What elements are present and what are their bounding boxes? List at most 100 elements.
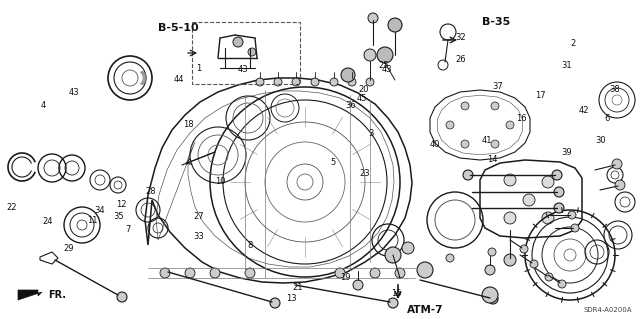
- Text: 8: 8: [247, 241, 252, 250]
- Circle shape: [341, 68, 355, 82]
- Circle shape: [488, 248, 496, 256]
- Circle shape: [366, 78, 374, 86]
- Text: 36: 36: [346, 101, 356, 110]
- Circle shape: [461, 140, 469, 148]
- Circle shape: [210, 268, 220, 278]
- Circle shape: [335, 268, 345, 278]
- Circle shape: [402, 242, 414, 254]
- Text: 14: 14: [488, 155, 498, 164]
- Text: B-5-10: B-5-10: [158, 23, 198, 33]
- Text: 31: 31: [561, 61, 572, 70]
- Text: 1: 1: [196, 64, 201, 73]
- Circle shape: [446, 121, 454, 129]
- Circle shape: [488, 294, 498, 304]
- Text: 4: 4: [41, 101, 46, 110]
- Text: 3: 3: [369, 130, 374, 138]
- Text: 15: 15: [392, 289, 402, 298]
- Text: B-35: B-35: [482, 17, 510, 27]
- Circle shape: [504, 254, 516, 266]
- Circle shape: [311, 78, 319, 86]
- Circle shape: [377, 47, 393, 63]
- Text: 32: 32: [456, 33, 466, 42]
- Text: 33: 33: [193, 232, 204, 241]
- Text: 13: 13: [286, 294, 296, 303]
- Circle shape: [615, 180, 625, 190]
- Text: 10: 10: [216, 177, 226, 186]
- Circle shape: [552, 170, 562, 180]
- Circle shape: [504, 212, 516, 224]
- Text: 20: 20: [358, 85, 369, 94]
- Circle shape: [370, 268, 380, 278]
- Circle shape: [568, 211, 576, 219]
- Text: 35: 35: [113, 212, 124, 221]
- Circle shape: [506, 121, 514, 129]
- Text: 6: 6: [604, 114, 609, 122]
- Circle shape: [395, 268, 405, 278]
- Text: 12: 12: [116, 200, 127, 209]
- Text: 29: 29: [64, 244, 74, 253]
- Circle shape: [558, 280, 566, 288]
- Circle shape: [482, 287, 498, 303]
- Circle shape: [491, 102, 499, 110]
- Circle shape: [463, 170, 473, 180]
- Text: 2: 2: [570, 39, 575, 48]
- Text: 43: 43: [238, 65, 248, 74]
- Circle shape: [446, 254, 454, 262]
- Text: 17: 17: [536, 91, 546, 100]
- Text: SDR4-A0200A: SDR4-A0200A: [584, 307, 632, 313]
- Circle shape: [117, 292, 127, 302]
- Text: 38: 38: [609, 85, 620, 94]
- Circle shape: [520, 245, 528, 253]
- Circle shape: [292, 78, 300, 86]
- Text: FR.: FR.: [48, 290, 66, 300]
- Circle shape: [542, 176, 554, 188]
- Circle shape: [554, 187, 564, 197]
- Circle shape: [330, 78, 338, 86]
- Text: 18: 18: [184, 120, 194, 129]
- Text: 30: 30: [595, 136, 605, 145]
- Circle shape: [417, 262, 433, 278]
- Circle shape: [160, 268, 170, 278]
- Circle shape: [571, 224, 579, 232]
- Text: 28: 28: [145, 187, 156, 196]
- Circle shape: [368, 13, 378, 23]
- Circle shape: [542, 212, 554, 224]
- Circle shape: [364, 49, 376, 61]
- Circle shape: [248, 48, 256, 56]
- Circle shape: [388, 18, 402, 32]
- Text: 25: 25: [379, 61, 389, 70]
- Circle shape: [270, 298, 280, 308]
- Circle shape: [233, 37, 243, 47]
- Circle shape: [385, 247, 401, 263]
- Circle shape: [554, 203, 564, 213]
- Text: ATM-7: ATM-7: [407, 305, 444, 315]
- Text: 42: 42: [579, 106, 589, 115]
- Text: 43: 43: [68, 88, 79, 97]
- Text: 45: 45: [356, 94, 367, 103]
- Text: 7: 7: [125, 225, 131, 234]
- Text: 26: 26: [456, 55, 466, 63]
- Text: 41: 41: [481, 136, 492, 145]
- Text: 21: 21: [292, 283, 303, 292]
- Circle shape: [523, 194, 535, 206]
- Polygon shape: [18, 290, 42, 300]
- Circle shape: [245, 268, 255, 278]
- Circle shape: [256, 78, 264, 86]
- Text: 22: 22: [6, 203, 17, 212]
- Text: 27: 27: [193, 212, 204, 221]
- Circle shape: [353, 280, 363, 290]
- Text: 40: 40: [430, 140, 440, 149]
- Circle shape: [274, 78, 282, 86]
- Text: 34: 34: [94, 206, 104, 215]
- Text: 37: 37: [493, 82, 503, 91]
- Text: 43: 43: [382, 65, 392, 74]
- Text: 19: 19: [340, 273, 351, 282]
- Text: 44: 44: [174, 75, 184, 84]
- Circle shape: [388, 298, 398, 308]
- Text: 39: 39: [561, 148, 572, 157]
- Circle shape: [348, 78, 356, 86]
- Circle shape: [185, 268, 195, 278]
- Circle shape: [461, 102, 469, 110]
- Text: 16: 16: [516, 114, 527, 122]
- Text: 11: 11: [88, 216, 98, 225]
